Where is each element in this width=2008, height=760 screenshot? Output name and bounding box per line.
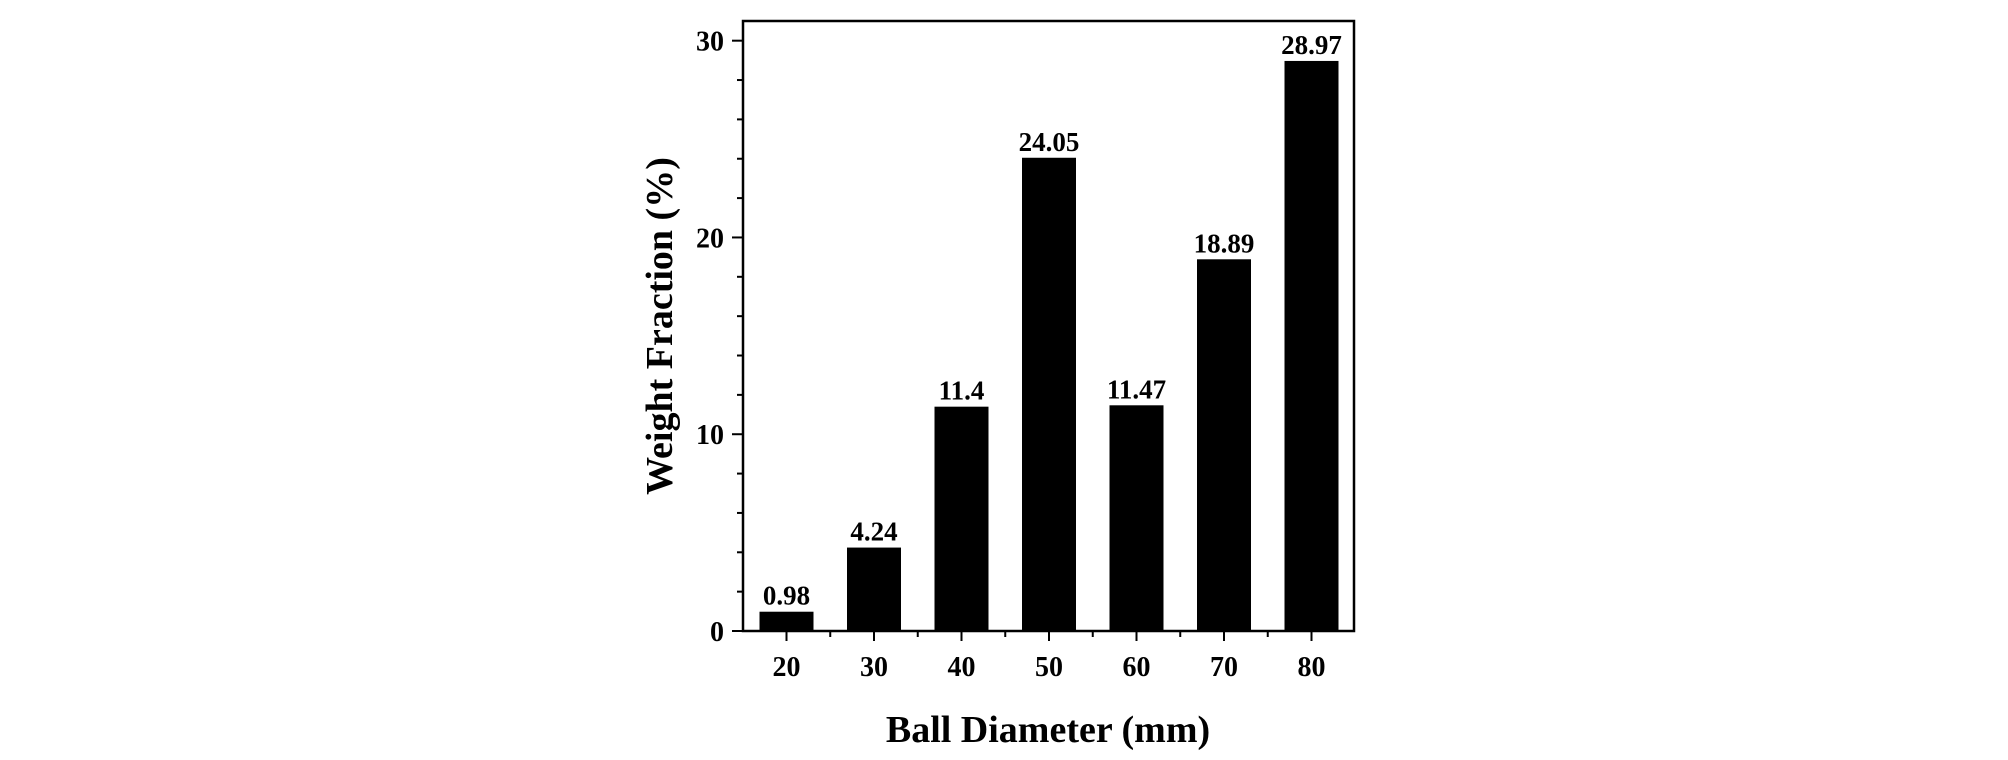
y-tick-label-30: 30 [696, 27, 724, 58]
x-tick-label-20: 20 [773, 652, 801, 683]
x-tick-label-30: 30 [860, 652, 888, 683]
y-tick-label-0: 0 [710, 617, 724, 648]
bars-group [759, 60, 1339, 632]
y-axis-title: Weight Fraction (%) [639, 157, 681, 495]
y-tick-label-20: 20 [696, 223, 724, 254]
data-labels-group: 0.98 4.24 11.4 24.05 11.47 18.89 28.97 [763, 30, 1342, 611]
bar-60 [1109, 405, 1164, 631]
data-label-60: 11.47 [1107, 374, 1166, 404]
x-tick-label-80: 80 [1298, 652, 1326, 683]
x-tick-label-40: 40 [948, 652, 976, 683]
data-label-70: 18.89 [1194, 228, 1255, 258]
y-axis: 0 10 20 30 [696, 27, 743, 648]
data-label-30: 4.24 [850, 517, 897, 547]
bar-30 [847, 547, 901, 631]
x-tick-label-70: 70 [1210, 652, 1238, 683]
bar-40 [934, 406, 989, 631]
x-axis-title: Ball Diameter (mm) [886, 709, 1210, 751]
data-label-40: 11.4 [939, 376, 985, 406]
bar-20 [759, 611, 814, 631]
x-axis: 20 30 40 50 60 70 80 [773, 631, 1326, 683]
data-label-80: 28.97 [1281, 30, 1342, 60]
x-tick-label-60: 60 [1123, 652, 1151, 683]
x-tick-label-50: 50 [1035, 652, 1063, 683]
bar-70 [1197, 259, 1251, 631]
data-label-50: 24.05 [1019, 127, 1080, 157]
y-tick-label-10: 10 [696, 420, 724, 451]
bar-50 [1022, 157, 1076, 632]
data-label-20: 0.98 [763, 581, 810, 611]
bar-80 [1284, 60, 1339, 631]
